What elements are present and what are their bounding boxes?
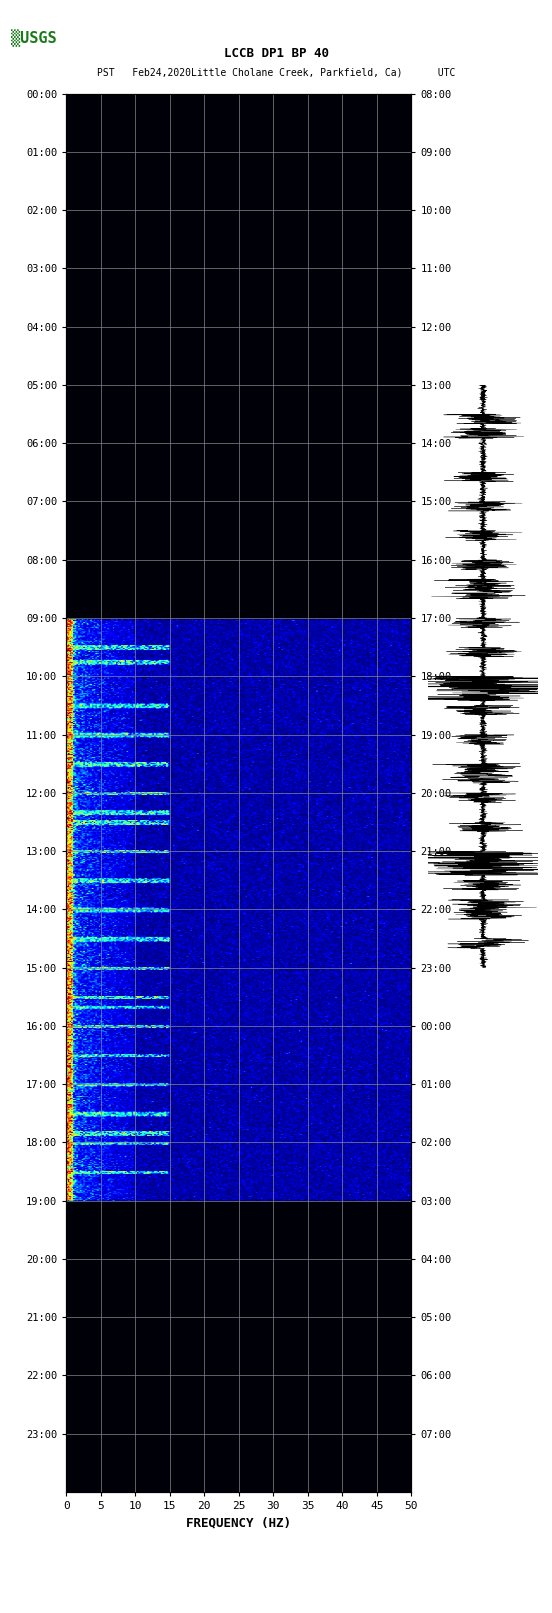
Text: PST   Feb24,2020Little Cholane Creek, Parkfield, Ca)      UTC: PST Feb24,2020Little Cholane Creek, Park…	[97, 68, 455, 77]
Text: LCCB DP1 BP 40: LCCB DP1 BP 40	[224, 47, 328, 60]
X-axis label: FREQUENCY (HZ): FREQUENCY (HZ)	[186, 1516, 291, 1529]
Text: ▒USGS: ▒USGS	[11, 29, 57, 47]
